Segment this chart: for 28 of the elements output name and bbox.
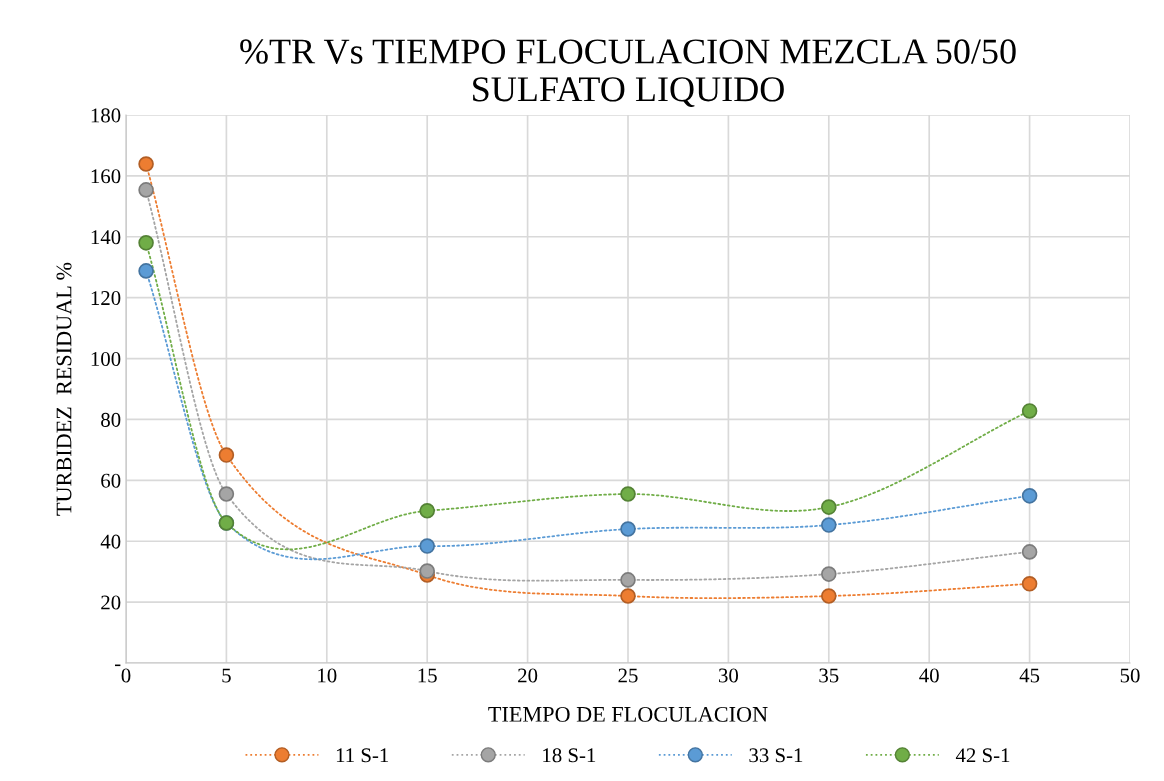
x-tick-label: 40 <box>919 668 939 683</box>
x-axis-title: TIEMPO DE FLOCULACION <box>488 706 768 722</box>
legend-label: 18 S-1 <box>543 748 596 763</box>
x-tick-label: 10 <box>318 668 337 683</box>
y-tick-label: 100 <box>91 351 121 366</box>
chart-title: %TR Vs TIEMPO FLOCULACION MEZCLA 50/50 SULFATO LIQUIDO <box>240 39 1016 107</box>
y-axis-title: TURBIDEZ RESIDUAL % <box>56 262 72 516</box>
legend-label: 42 S-1 <box>955 748 1010 763</box>
y-tick-label: - <box>114 664 121 667</box>
x-tick-label: 0 <box>121 668 131 683</box>
y-tick-label: 140 <box>91 230 121 245</box>
y-tick-label: 80 <box>101 412 121 427</box>
x-tick-label: 25 <box>618 668 638 683</box>
x-tick-label: 30 <box>718 668 739 683</box>
x-tick-label: 20 <box>518 668 538 683</box>
y-tick-label: 60 <box>101 473 121 488</box>
x-tick-label: 15 <box>418 668 437 683</box>
legend-label: 33 S-1 <box>749 748 803 763</box>
y-tick-label: 180 <box>91 108 121 123</box>
x-tick-label: 35 <box>819 668 839 683</box>
y-tick-label: 20 <box>101 595 121 610</box>
y-tick-label: 40 <box>100 534 121 549</box>
x-tick-label: 5 <box>222 668 231 683</box>
x-tick-label: 45 <box>1019 668 1040 683</box>
y-tick-label: 120 <box>91 291 121 306</box>
legend-label: 11 S-1 <box>336 748 389 763</box>
y-tick-label: 160 <box>91 169 121 184</box>
x-tick-label: 50 <box>1120 668 1140 683</box>
